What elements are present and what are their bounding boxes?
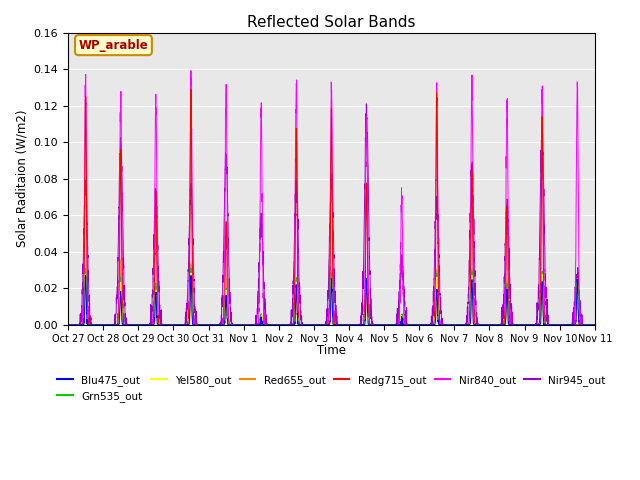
Yel580_out [591, 322, 598, 327]
Line: Nir840_out: Nir840_out [68, 71, 595, 324]
Redg715_out [479, 322, 487, 327]
Red655_out [591, 322, 598, 327]
Yel580_out [591, 322, 598, 327]
Grn535_out [159, 322, 166, 327]
Nir840_out [187, 68, 195, 73]
Line: Red655_out: Red655_out [68, 260, 595, 324]
Blu475_out [64, 322, 72, 327]
Blu475_out [479, 322, 487, 327]
Nir840_out [312, 322, 319, 327]
Nir840_out [420, 322, 428, 327]
Text: WP_arable: WP_arable [79, 38, 148, 52]
Grn535_out [591, 322, 598, 327]
Redg715_out [187, 86, 195, 92]
Blu475_out [591, 322, 598, 327]
Nir840_out [159, 322, 166, 327]
Line: Yel580_out: Yel580_out [68, 273, 595, 324]
Red655_out [117, 257, 125, 263]
Nir945_out [591, 322, 598, 327]
Blu475_out [257, 322, 264, 327]
Blu475_out [591, 322, 598, 327]
Grn535_out [420, 322, 428, 327]
Red655_out [312, 322, 319, 327]
Redg715_out [591, 322, 598, 327]
Blu475_out [420, 322, 428, 327]
Nir840_out [64, 322, 72, 327]
Grn535_out [80, 322, 88, 327]
Nir945_out [450, 322, 458, 327]
Nir840_out [591, 322, 598, 327]
Line: Grn535_out: Grn535_out [68, 268, 595, 324]
Nir840_out [79, 322, 86, 327]
Redg715_out [420, 322, 428, 327]
Yel580_out [188, 270, 195, 276]
Yel580_out [154, 322, 161, 327]
Nir945_out [64, 322, 72, 327]
Blu475_out [159, 322, 166, 327]
Yel580_out [312, 322, 319, 327]
Red655_out [450, 322, 458, 327]
Nir945_out [362, 101, 370, 107]
Y-axis label: Solar Raditaion (W/m2): Solar Raditaion (W/m2) [15, 110, 28, 247]
Blu475_out [312, 322, 319, 327]
Yel580_out [450, 322, 458, 327]
Nir945_out [479, 322, 487, 327]
Legend: Blu475_out, Grn535_out, Yel580_out, Red655_out, Redg715_out, Nir840_out, Nir945_: Blu475_out, Grn535_out, Yel580_out, Red6… [53, 371, 610, 406]
Red655_out [420, 322, 428, 327]
Line: Nir945_out: Nir945_out [68, 104, 595, 324]
Grn535_out [188, 265, 195, 271]
Yel580_out [479, 322, 487, 327]
Blu475_out [82, 272, 90, 278]
Red655_out [83, 322, 91, 327]
Red655_out [591, 322, 598, 327]
Nir945_out [591, 322, 598, 327]
Nir945_out [76, 322, 84, 327]
Redg715_out [450, 322, 458, 327]
Grn535_out [450, 322, 458, 327]
Red655_out [64, 322, 72, 327]
Grn535_out [64, 322, 72, 327]
Redg715_out [159, 322, 166, 327]
Title: Reflected Solar Bands: Reflected Solar Bands [247, 15, 415, 30]
Nir945_out [420, 322, 428, 327]
Yel580_out [64, 322, 72, 327]
Redg715_out [64, 322, 72, 327]
Redg715_out [312, 322, 319, 327]
Nir945_out [312, 322, 319, 327]
Redg715_out [591, 322, 598, 327]
Nir840_out [479, 322, 487, 327]
Red655_out [159, 322, 167, 327]
Grn535_out [312, 322, 319, 327]
Nir945_out [159, 322, 166, 327]
X-axis label: Time: Time [317, 345, 346, 358]
Grn535_out [479, 322, 487, 327]
Blu475_out [450, 322, 458, 327]
Nir840_out [591, 322, 598, 327]
Grn535_out [591, 322, 598, 327]
Nir840_out [450, 322, 458, 327]
Yel580_out [159, 322, 166, 327]
Red655_out [479, 322, 487, 327]
Redg715_out [84, 322, 92, 327]
Line: Redg715_out: Redg715_out [68, 89, 595, 324]
Line: Blu475_out: Blu475_out [68, 275, 595, 324]
Yel580_out [420, 322, 428, 327]
